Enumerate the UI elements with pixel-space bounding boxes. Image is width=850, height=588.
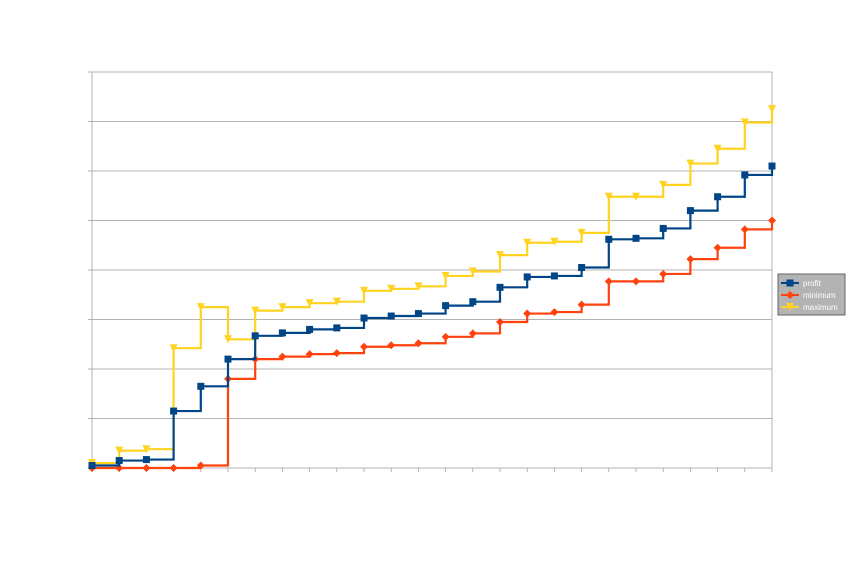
data-point xyxy=(604,192,613,201)
data-point xyxy=(496,251,504,260)
data-point xyxy=(714,193,722,201)
data-point xyxy=(332,297,341,306)
data-point xyxy=(387,312,395,320)
data-point xyxy=(468,267,477,276)
data-point xyxy=(88,462,96,470)
data-point xyxy=(169,464,178,472)
data-point xyxy=(523,238,532,247)
data-point xyxy=(659,224,667,232)
series-line xyxy=(92,109,774,465)
data-point xyxy=(740,225,749,234)
series-maximum xyxy=(88,105,776,468)
series-line xyxy=(92,220,774,470)
data-point xyxy=(659,180,668,189)
series-line xyxy=(92,166,774,467)
data-point xyxy=(740,118,749,127)
data-point xyxy=(550,308,559,317)
legend-swatch-marker xyxy=(786,303,794,311)
data-point xyxy=(659,269,668,278)
data-point xyxy=(251,306,260,315)
data-point xyxy=(169,344,178,353)
data-point xyxy=(278,303,287,312)
data-point xyxy=(224,355,232,363)
data-point xyxy=(305,299,314,308)
data-point xyxy=(496,283,504,291)
data-point xyxy=(577,228,586,237)
data-point xyxy=(115,457,123,465)
data-point xyxy=(713,144,722,153)
data-point xyxy=(142,464,151,472)
legend-item: maximum xyxy=(781,303,838,312)
data-point xyxy=(686,159,695,168)
data-point xyxy=(578,264,586,272)
series-profit xyxy=(88,162,776,470)
data-point xyxy=(550,237,559,246)
data-point xyxy=(278,329,286,337)
data-point xyxy=(523,273,531,281)
data-point xyxy=(251,332,259,340)
data-point xyxy=(442,302,450,310)
data-point xyxy=(632,192,640,201)
data-point xyxy=(196,461,205,470)
data-point xyxy=(441,271,450,280)
data-point xyxy=(333,324,341,332)
data-point xyxy=(686,255,695,264)
data-point xyxy=(686,207,694,215)
data-point xyxy=(306,325,314,333)
data-point xyxy=(115,446,124,455)
legend-label: profit xyxy=(803,279,822,288)
data-point xyxy=(387,341,396,350)
data-point xyxy=(523,309,532,318)
data-point xyxy=(469,298,477,306)
data-point xyxy=(632,277,640,286)
data-point xyxy=(142,456,150,464)
data-point xyxy=(441,332,450,341)
data-point xyxy=(360,342,368,351)
legend-label: minimum xyxy=(803,291,836,300)
data-point xyxy=(741,171,749,179)
legend-items: profit minimum maximum xyxy=(781,279,838,312)
data-point xyxy=(768,162,776,170)
data-point xyxy=(332,349,341,358)
data-point xyxy=(604,277,613,286)
data-point xyxy=(170,407,178,415)
data-point xyxy=(387,284,396,293)
data-point xyxy=(414,339,423,348)
legend-label: maximum xyxy=(803,303,838,312)
data-point xyxy=(197,382,205,390)
data-point xyxy=(468,329,477,338)
series-minimum xyxy=(88,216,776,472)
data-point xyxy=(224,335,232,344)
data-point xyxy=(196,303,205,312)
data-point xyxy=(414,310,422,318)
data-point xyxy=(550,272,558,280)
legend-item: minimum xyxy=(781,291,836,300)
data-point xyxy=(414,282,423,291)
data-point xyxy=(278,352,287,361)
data-point xyxy=(142,445,151,454)
gridlines xyxy=(92,71,772,469)
data-point xyxy=(305,350,314,359)
data-point xyxy=(768,216,776,225)
data-point xyxy=(496,317,504,326)
data-point xyxy=(713,243,722,252)
data-point xyxy=(360,314,368,322)
data-point xyxy=(360,286,368,295)
legend-swatch-marker xyxy=(786,279,794,287)
data-point xyxy=(768,105,776,114)
series-layer xyxy=(88,105,776,472)
data-point xyxy=(577,300,586,309)
data-point xyxy=(605,235,613,243)
data-point xyxy=(632,234,640,242)
legend-item: profit xyxy=(781,279,822,288)
legend-swatch-marker xyxy=(786,291,794,299)
legend: profit minimum maximum xyxy=(777,273,846,316)
